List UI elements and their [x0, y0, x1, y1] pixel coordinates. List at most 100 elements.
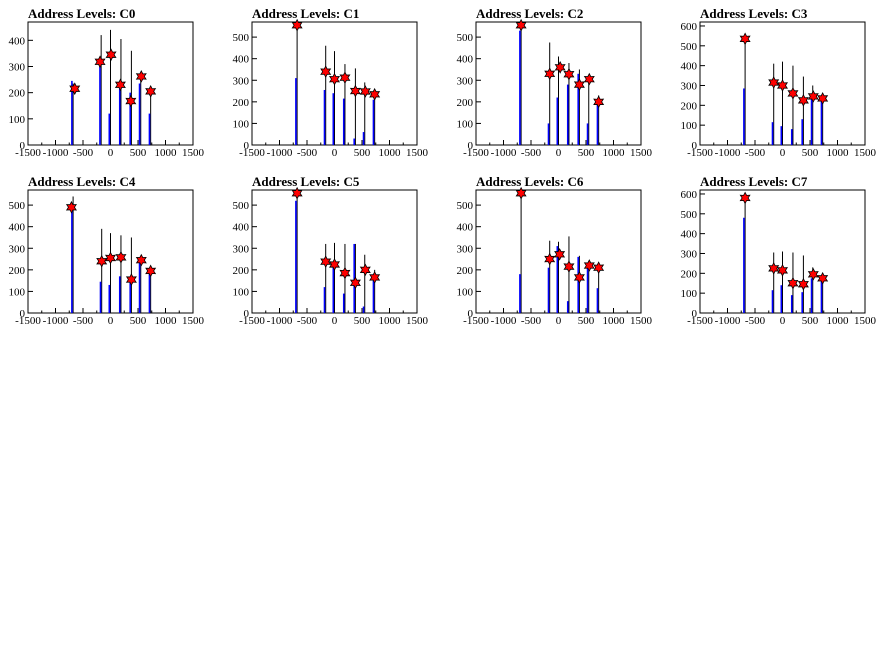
red-star-marker: [563, 260, 575, 273]
x-tick-label: 0: [556, 315, 562, 327]
x-tick-label: 1000: [155, 315, 178, 327]
x-tick-label: -500: [521, 147, 542, 159]
x-tick-label: -1000: [43, 147, 69, 159]
red-star-marker: [739, 32, 751, 46]
y-tick-label: 0: [468, 308, 474, 320]
y-tick-label: 400: [233, 54, 250, 66]
y-tick-label: 100: [681, 288, 698, 300]
red-star-marker: [291, 186, 303, 200]
x-tick-label: 1500: [630, 315, 653, 327]
red-star-marker: [349, 276, 361, 290]
y-tick-label: 0: [244, 308, 250, 320]
x-tick-label: -1000: [267, 147, 293, 159]
red-star-marker: [573, 271, 585, 284]
red-star-marker: [554, 247, 566, 261]
x-tick-label: 1500: [182, 147, 205, 159]
y-tick-label: 300: [457, 243, 474, 255]
red-star-marker: [787, 276, 799, 290]
red-star-marker: [94, 55, 106, 69]
x-tick-label: -1500: [239, 147, 265, 159]
red-star-marker: [544, 67, 556, 81]
chart-title: Address Levels: C3: [700, 6, 808, 21]
y-tick-label: 200: [681, 100, 698, 112]
x-tick-label: 0: [556, 147, 562, 159]
red-star-marker: [349, 84, 361, 98]
red-star-marker: [787, 87, 799, 100]
y-tick-label: 500: [681, 41, 698, 53]
y-tick-label: 400: [9, 35, 26, 47]
x-tick-label: 1000: [379, 315, 402, 327]
chart-title: Address Levels: C2: [476, 6, 583, 21]
y-tick-label: 200: [233, 265, 250, 277]
y-tick-label: 0: [692, 308, 698, 320]
y-tick-label: 400: [681, 61, 698, 73]
chart-panel-6: Address Levels: C60100200300400500-1500-…: [457, 174, 653, 327]
y-tick-label: 200: [457, 265, 474, 277]
red-star-marker: [776, 263, 789, 277]
y-tick-label: 100: [233, 286, 250, 298]
red-star-marker: [65, 200, 77, 214]
x-tick-label: 1000: [603, 147, 626, 159]
red-star-marker: [104, 251, 117, 265]
y-tick-label: 200: [233, 97, 250, 109]
red-star-marker: [573, 78, 585, 91]
x-tick-label: -500: [297, 147, 318, 159]
y-tick-label: 100: [233, 118, 250, 130]
x-tick-label: 0: [332, 147, 338, 159]
red-star-marker: [135, 70, 147, 83]
x-tick-label: 0: [780, 147, 786, 159]
y-tick-label: 500: [457, 200, 474, 212]
x-tick-label: -500: [73, 315, 94, 327]
red-star-marker: [583, 259, 595, 272]
x-tick-label: 1500: [406, 147, 429, 159]
y-tick-label: 500: [233, 200, 250, 212]
y-tick-label: 400: [457, 222, 474, 234]
x-tick-label: 1000: [827, 315, 850, 327]
x-tick-label: 1000: [155, 147, 178, 159]
red-star-marker: [515, 186, 527, 200]
red-star-marker: [563, 67, 575, 81]
y-tick-label: 300: [233, 243, 250, 255]
y-tick-label: 100: [457, 286, 474, 298]
red-star-marker: [359, 85, 371, 98]
x-tick-label: -1000: [715, 315, 741, 327]
red-star-marker: [114, 78, 126, 92]
x-tick-label: 1000: [603, 315, 626, 327]
y-tick-label: 300: [681, 248, 698, 260]
y-tick-label: 0: [692, 140, 698, 152]
x-tick-label: -1000: [715, 147, 741, 159]
y-tick-label: 600: [681, 21, 698, 33]
red-star-marker: [768, 76, 780, 89]
red-star-marker: [339, 266, 351, 280]
y-tick-label: 200: [681, 268, 698, 280]
x-tick-label: 1500: [182, 315, 205, 327]
y-tick-label: 400: [233, 222, 250, 234]
red-star-marker: [739, 191, 751, 205]
y-tick-label: 100: [681, 120, 698, 132]
x-tick-label: 1000: [827, 147, 850, 159]
chart-title: Address Levels: C0: [28, 6, 135, 21]
y-tick-label: 500: [233, 32, 250, 44]
x-tick-label: 500: [802, 147, 819, 159]
red-star-marker: [320, 65, 332, 79]
red-star-marker: [776, 79, 789, 92]
red-star-marker: [125, 273, 137, 286]
x-tick-label: -500: [521, 315, 542, 327]
red-star-marker: [817, 271, 829, 285]
x-tick-label: 1500: [854, 147, 877, 159]
red-star-marker: [105, 48, 117, 62]
y-tick-label: 300: [457, 75, 474, 87]
x-tick-label: 500: [354, 315, 371, 327]
x-tick-label: 1500: [854, 315, 877, 327]
red-star-marker: [328, 258, 341, 271]
red-star-marker: [125, 94, 137, 108]
red-star-marker: [593, 95, 605, 109]
red-star-marker: [554, 60, 566, 74]
x-tick-label: -1500: [15, 147, 41, 159]
red-star-marker: [135, 253, 147, 267]
red-star-marker: [145, 84, 157, 98]
y-tick-label: 0: [20, 140, 26, 152]
y-tick-label: 500: [681, 209, 698, 221]
x-tick-label: 0: [780, 315, 786, 327]
x-tick-label: -1000: [491, 315, 517, 327]
